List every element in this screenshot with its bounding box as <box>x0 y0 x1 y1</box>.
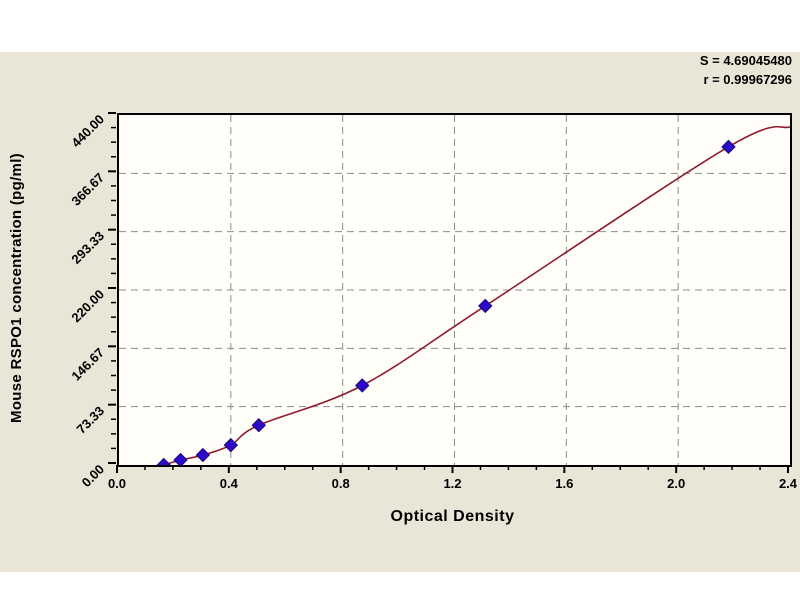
data-point <box>721 139 736 155</box>
plot-area <box>117 113 792 467</box>
data-point <box>173 452 188 465</box>
fit-statistics: S = 4.69045480 r = 0.99967296 <box>700 51 792 89</box>
correlation-annotation: r = 0.99967296 <box>703 72 792 87</box>
slope-annotation: S = 4.69045480 <box>699 53 792 68</box>
data-point <box>478 298 493 314</box>
plot-canvas <box>119 115 790 465</box>
fit-curve-path <box>163 125 790 465</box>
data-point <box>195 447 211 463</box>
data-point <box>251 418 266 433</box>
data-point <box>156 457 171 465</box>
data-point <box>223 437 239 453</box>
data-point <box>355 378 370 393</box>
y-axis-title: Mouse RSPO1 concentration (pg/ml) <box>8 153 25 423</box>
x-axis-title: Optical Density <box>390 508 515 525</box>
